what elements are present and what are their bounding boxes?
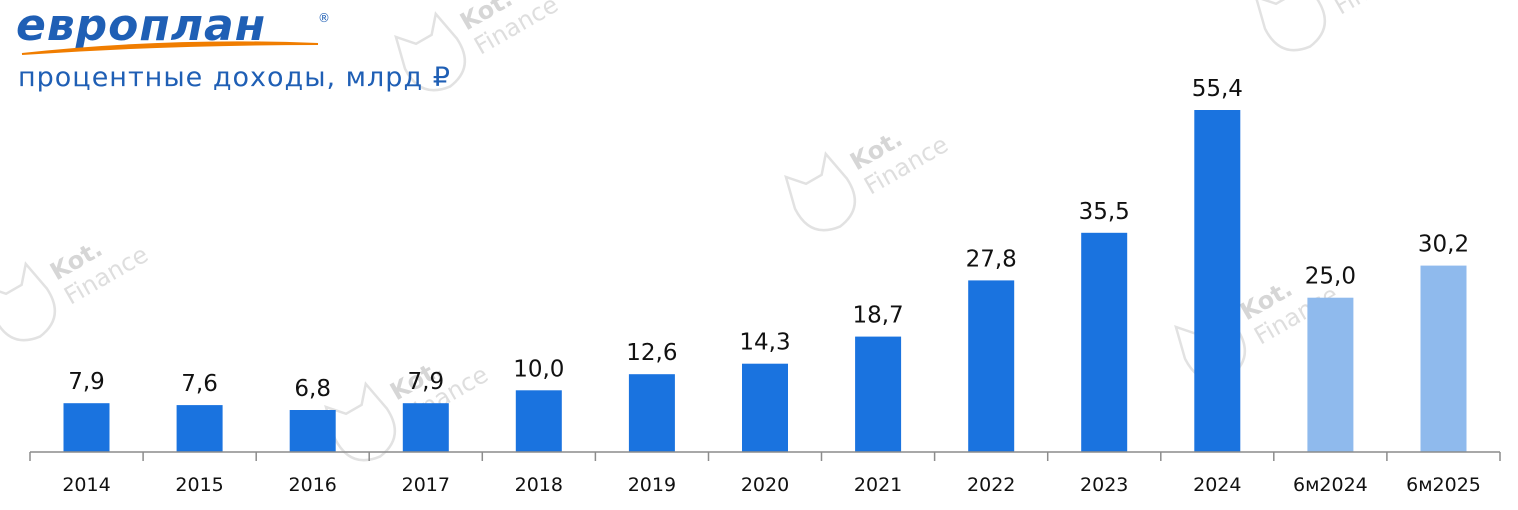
- registered-mark: ®: [318, 11, 330, 25]
- watermark-cat-icon: [394, 11, 467, 92]
- bar-2023: [1081, 232, 1128, 452]
- tick-label-6м2024: 6м2024: [1293, 474, 1368, 496]
- tick-label-2015: 2015: [175, 474, 223, 496]
- tick-label-2023: 2023: [1080, 474, 1128, 496]
- bar-6м2024: [1307, 297, 1354, 452]
- watermark-kot-finance: Kot.Finance: [0, 234, 153, 342]
- tick-label-2020: 2020: [741, 474, 789, 496]
- bar-2024: [1194, 110, 1241, 452]
- tick-label-2019: 2019: [628, 474, 676, 496]
- x-axis: 2014 2015 2016 2017 2018 2019 2020 2021 2022 2023…: [29, 451, 1501, 496]
- tick-label-2014: 2014: [62, 474, 110, 496]
- tick-label-2017: 2017: [402, 474, 450, 496]
- tick-label-2022: 2022: [967, 474, 1015, 496]
- data-label-2022: 27,8: [966, 246, 1017, 272]
- data-label-2014: 7,9: [68, 369, 105, 395]
- bar-2015: [176, 405, 223, 452]
- chart-title: процентные доходы, млрд ₽: [18, 62, 451, 93]
- bar-6м2025: [1420, 265, 1467, 452]
- watermark-cat-icon: [1254, 0, 1327, 52]
- data-label-2018: 10,0: [513, 356, 564, 382]
- logo-swoosh-icon: [21, 41, 319, 55]
- tick-label-2024: 2024: [1193, 474, 1241, 496]
- data-label-2020: 14,3: [739, 330, 790, 356]
- bar-2018: [515, 390, 562, 452]
- data-label-2019: 12,6: [626, 340, 677, 366]
- data-label-2016: 6,8: [294, 376, 331, 402]
- bar-2020: [742, 363, 788, 452]
- data-label-2017: 7,9: [408, 369, 445, 395]
- bar-2019: [628, 374, 675, 452]
- watermark-kot-finance: Kot.Finance: [1254, 0, 1423, 52]
- data-label-6м2025: 30,2: [1418, 232, 1469, 258]
- bar-2017: [402, 403, 449, 452]
- data-label-2021: 18,7: [852, 303, 903, 329]
- watermark-cat-icon: [0, 261, 57, 342]
- data-label-6м2024: 25,0: [1305, 264, 1356, 290]
- tick-label-2018: 2018: [515, 474, 563, 496]
- bars-group: 7,9 7,6 6,8 7,9 10,0 12,6 14,3 18,7 27,8 35,5 55,4…: [63, 76, 1469, 452]
- data-label-2015: 7,6: [181, 371, 218, 397]
- watermark-cat-icon: [324, 381, 397, 462]
- tick-label-2021: 2021: [854, 474, 902, 496]
- watermark-text-line2: Finance: [1329, 0, 1423, 20]
- watermark-cat-icon: [784, 151, 857, 232]
- bar-2021: [855, 336, 902, 452]
- data-label-2024: 55,4: [1192, 76, 1243, 102]
- brand-logo: европлан ®: [16, 0, 330, 55]
- watermark-kot-finance: Kot.Finance: [784, 124, 953, 232]
- bar-2022: [968, 280, 1015, 452]
- bar-2014: [63, 403, 110, 452]
- tick-label-2016: 2016: [289, 474, 337, 496]
- bar-2016: [289, 410, 336, 452]
- data-label-2023: 35,5: [1079, 199, 1130, 225]
- tick-label-6м2025: 6м2025: [1406, 474, 1481, 496]
